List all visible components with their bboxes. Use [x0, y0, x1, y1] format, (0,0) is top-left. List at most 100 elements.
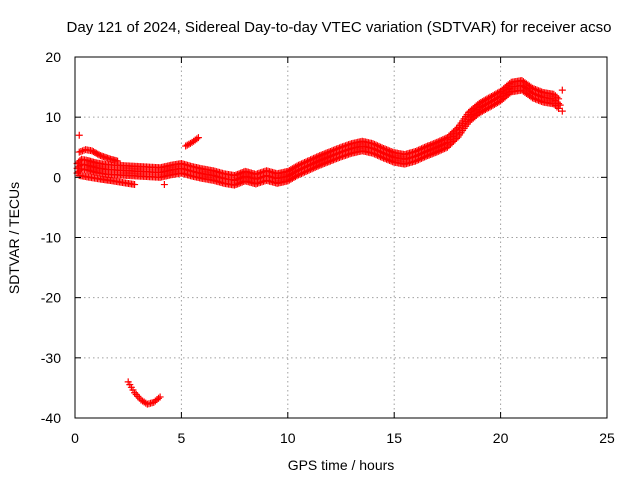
data-point — [231, 172, 239, 180]
data-point — [308, 165, 316, 173]
data-point — [411, 157, 419, 165]
chart-title: Day 121 of 2024, Sidereal Day-to-day VTE… — [67, 19, 612, 36]
data-point — [132, 391, 140, 399]
data-point — [477, 108, 485, 116]
data-point — [290, 174, 298, 182]
data-point — [131, 181, 139, 189]
x-tick-label: 15 — [386, 430, 402, 446]
data-point — [424, 142, 432, 150]
data-point — [328, 156, 336, 164]
data-point — [335, 144, 343, 152]
data-point — [231, 181, 239, 189]
data-point — [305, 166, 313, 174]
data-point — [506, 89, 514, 97]
data-point — [489, 101, 497, 109]
data-point — [237, 179, 245, 187]
data-point — [372, 141, 380, 149]
data-point — [418, 145, 426, 153]
data-point — [494, 99, 502, 107]
y-tick-label: -20 — [41, 290, 61, 306]
data-point — [386, 156, 394, 164]
data-point — [538, 98, 546, 106]
data-point — [232, 171, 240, 179]
data-point — [299, 159, 307, 167]
y-tick-label: 20 — [45, 49, 61, 65]
data-point — [373, 142, 381, 150]
data-point — [235, 170, 243, 178]
data-point — [428, 140, 436, 148]
data-point — [310, 164, 318, 172]
data-point — [284, 167, 292, 175]
data-point — [302, 167, 310, 175]
data-point — [494, 89, 502, 97]
data-point — [76, 157, 84, 165]
data-point — [313, 163, 321, 171]
data-point — [235, 179, 243, 187]
data-point — [329, 156, 337, 164]
data-point — [301, 168, 309, 176]
data-point — [489, 92, 497, 100]
x-tick-label: 0 — [71, 430, 79, 446]
data-point — [529, 94, 537, 102]
data-point — [307, 156, 315, 164]
data-point — [380, 144, 388, 152]
data-point — [551, 92, 559, 100]
data-point — [76, 166, 84, 174]
y-tick-label: -40 — [41, 410, 61, 426]
data-point — [325, 148, 333, 156]
data-point — [299, 169, 307, 177]
data-point — [413, 156, 421, 164]
data-point — [536, 87, 544, 95]
data-point — [370, 140, 378, 148]
data-point — [194, 134, 202, 142]
data-point — [378, 153, 386, 161]
data-point — [484, 104, 492, 112]
data-point — [550, 90, 558, 98]
data-point — [317, 151, 325, 159]
data-point — [422, 152, 430, 160]
data-point — [237, 169, 245, 177]
data-point — [134, 392, 142, 400]
data-point — [156, 393, 164, 401]
data-point — [332, 145, 340, 153]
data-point — [478, 98, 486, 106]
data-point — [532, 85, 540, 93]
data-point — [434, 147, 442, 155]
data-point — [413, 147, 421, 155]
data-point — [389, 158, 397, 166]
grid — [75, 57, 607, 418]
data-point — [425, 151, 433, 159]
data-point — [484, 94, 492, 102]
data-point — [481, 106, 489, 114]
data-point — [491, 100, 499, 108]
data-point — [527, 83, 535, 91]
data-point — [536, 97, 544, 105]
data-point — [421, 143, 429, 151]
data-point — [556, 101, 564, 109]
data-point — [288, 165, 296, 173]
data-point — [302, 158, 310, 166]
data-point — [294, 171, 302, 179]
data-point — [238, 169, 246, 177]
data-point — [491, 91, 499, 99]
data-point — [334, 154, 342, 162]
y-tick-label: 10 — [45, 109, 61, 125]
data-point — [369, 149, 377, 157]
data-point — [155, 394, 163, 402]
data-point — [492, 90, 500, 98]
data-point — [114, 157, 122, 165]
data-point — [372, 151, 380, 159]
data-point — [288, 174, 296, 182]
data-point — [558, 86, 566, 94]
data-point — [383, 155, 391, 163]
data-point — [486, 103, 494, 111]
data-point — [304, 157, 312, 165]
data-point — [431, 149, 439, 157]
data-point — [387, 147, 395, 155]
data-point — [481, 96, 489, 104]
data-point — [234, 180, 242, 188]
data-point — [437, 146, 445, 154]
data-point — [419, 154, 427, 162]
x-tick-label: 10 — [280, 430, 296, 446]
data-point — [301, 159, 309, 167]
